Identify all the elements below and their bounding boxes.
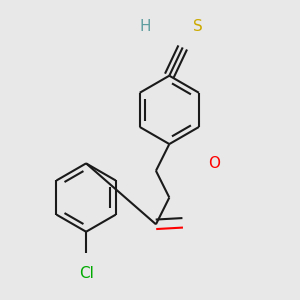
- Text: H: H: [140, 19, 152, 34]
- Text: O: O: [208, 156, 220, 171]
- Text: Cl: Cl: [79, 266, 94, 281]
- Text: S: S: [193, 19, 203, 34]
